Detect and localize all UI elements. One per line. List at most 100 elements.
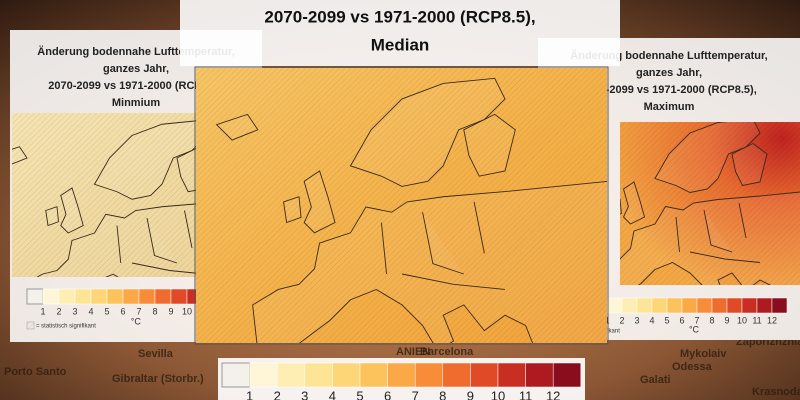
legend-swatch (276, 362, 306, 388)
legend-label: 12 (546, 388, 560, 400)
legend-label: 2 (56, 306, 61, 316)
legend-label: 10 (182, 306, 192, 316)
map (196, 68, 607, 343)
map (620, 122, 800, 285)
legend-label: 2 (274, 388, 281, 400)
right-title: 2070-2099 vs 1971-2000 (RCP8.5), (581, 84, 757, 96)
legend-label: 5 (104, 306, 109, 316)
legend-swatch (636, 297, 653, 314)
background-label: ANIEN (396, 346, 430, 358)
background-label: Mykolaiv (680, 348, 727, 360)
legend-label: 11 (519, 388, 533, 400)
legend-label: 6 (384, 388, 391, 400)
legend-label: 7 (136, 306, 141, 316)
legend-swatch (711, 297, 728, 314)
legend-label: 10 (491, 388, 505, 400)
background-label: Odessa (672, 361, 713, 373)
legend-swatch (470, 362, 499, 388)
legend-swatch (666, 297, 683, 314)
legend-swatch (681, 297, 698, 314)
legend-label: 2 (619, 315, 624, 325)
background-label: Krasnodar (752, 386, 800, 398)
legend-swatch (387, 362, 416, 388)
legend-swatch (58, 288, 76, 305)
left-title: 2070-2099 vs 1971-2000 (RCP8.5), (48, 80, 224, 92)
legend-label: 1 (40, 306, 45, 316)
map-body (620, 122, 800, 285)
legend-swatch (552, 362, 582, 388)
legend-swatch (756, 297, 773, 314)
legend-swatch-none (221, 362, 251, 388)
legend-swatch (332, 362, 361, 388)
legend-label: 7 (694, 315, 699, 325)
center-title-panel (180, 0, 620, 66)
legend-label: 4 (329, 388, 336, 400)
legend-swatch (771, 297, 788, 314)
legend-unit: °C (689, 324, 700, 334)
background-label: Gibraltar (Storbr.) (112, 373, 204, 385)
center-title: Median (371, 35, 430, 54)
legend-label: 3 (301, 388, 308, 400)
legend-label: 7 (412, 388, 419, 400)
legend-swatch (42, 288, 60, 305)
legend-label: 1 (246, 388, 253, 400)
legend-swatch (154, 288, 172, 305)
legend-swatch (442, 362, 471, 388)
legend-swatch (106, 288, 124, 305)
center-map-frame (194, 66, 609, 345)
legend-label: 8 (152, 306, 157, 316)
legend-swatch (74, 288, 92, 305)
legend-label: 12 (767, 315, 777, 325)
hatching (196, 68, 607, 343)
legend-swatch (122, 288, 140, 305)
legend-label: 5 (356, 388, 363, 400)
legend-label: 3 (72, 306, 77, 316)
legend-swatch (414, 362, 444, 388)
background-label: Sevilla (138, 348, 174, 360)
legend-swatch (726, 297, 743, 314)
legend-unit: °C (131, 316, 142, 326)
legend-label: 9 (467, 388, 474, 400)
right-title: ganzes Jahr, (636, 67, 702, 79)
legend-swatch (304, 362, 333, 388)
legend-swatch (90, 288, 108, 305)
center-title: 2070-2099 vs 1971-2000 (RCP8.5), (264, 7, 535, 26)
note-swatch (26, 321, 35, 330)
right-title: Maximum (644, 101, 695, 113)
legend-label: 11 (752, 315, 761, 325)
legend-label: 8 (439, 388, 446, 400)
legend-swatch (170, 288, 188, 305)
legend-label: 3 (634, 315, 639, 325)
legend-swatch (696, 297, 713, 314)
background-label: Galati (640, 374, 671, 386)
map-body (196, 68, 607, 343)
background-label: Barcelona (420, 346, 474, 358)
legend-swatch (138, 288, 156, 305)
legend-swatch (497, 362, 526, 388)
legend-label: 9 (724, 315, 729, 325)
hatching (620, 122, 800, 285)
legend-label: 4 (88, 306, 93, 316)
legend-label: 4 (649, 315, 654, 325)
left-title: Minmium (112, 97, 160, 109)
legend-swatch (359, 362, 388, 388)
legend-swatch (525, 362, 554, 388)
legend-label: 5 (664, 315, 669, 325)
background-label: Porto Santo (4, 366, 67, 378)
legend-swatch (249, 362, 278, 388)
left-title: ganzes Jahr, (103, 63, 169, 75)
legend-swatch (621, 297, 638, 314)
legend-label: 6 (679, 315, 684, 325)
legend-label: 8 (709, 315, 714, 325)
legend-label: 6 (120, 306, 125, 316)
legend-swatch (651, 297, 668, 314)
legend-swatch (606, 297, 623, 314)
legend-swatch (741, 297, 758, 314)
legend-label: 10 (737, 315, 747, 325)
legend-swatch-none (26, 288, 44, 305)
significance-note: = statistisch signifikant (36, 324, 96, 330)
